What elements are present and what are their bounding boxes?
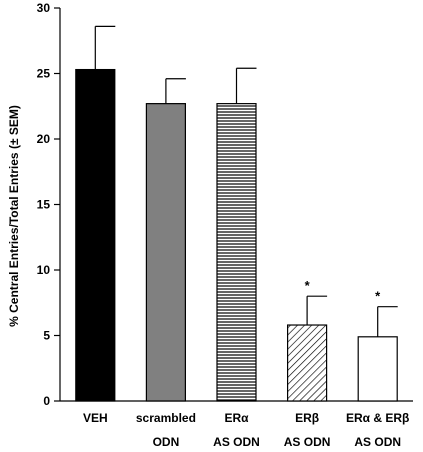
y-tick-label: 25 — [37, 67, 51, 81]
y-tick-label: 15 — [37, 198, 51, 212]
y-tick-label: 0 — [43, 394, 50, 408]
y-tick-label: 5 — [43, 329, 50, 343]
axes: 0 5 10 15 20 25 30 — [37, 1, 413, 408]
category-labels: VEH scrambled ODN ERα AS ODN ERβ AS ODN ERα & E… — [83, 411, 409, 449]
significance-marker: * — [375, 289, 381, 304]
bar — [357, 336, 398, 402]
bar — [287, 324, 328, 402]
bar — [75, 68, 116, 402]
y-tick-label: 30 — [37, 1, 51, 15]
y-axis-label: % Central Entries/Total Entries (± SEM) — [7, 105, 21, 327]
category-label-line2: AS ODN — [284, 435, 331, 449]
category-label: VEH — [83, 411, 108, 425]
category-label-line2: AS ODN — [213, 435, 260, 449]
category-label: ERα — [224, 411, 249, 425]
y-tick-label: 10 — [37, 263, 51, 277]
category-label-line2: ODN — [153, 435, 180, 449]
y-tick-label: 20 — [37, 132, 51, 146]
category-label: ERα & ERβ — [346, 411, 409, 425]
bars: ** — [75, 25, 398, 402]
bar — [145, 103, 186, 402]
category-label: ERβ — [295, 411, 319, 425]
category-label-line2: AS ODN — [354, 435, 401, 449]
bar — [216, 103, 257, 402]
significance-marker: * — [305, 278, 311, 293]
category-label: scrambled — [136, 411, 196, 425]
